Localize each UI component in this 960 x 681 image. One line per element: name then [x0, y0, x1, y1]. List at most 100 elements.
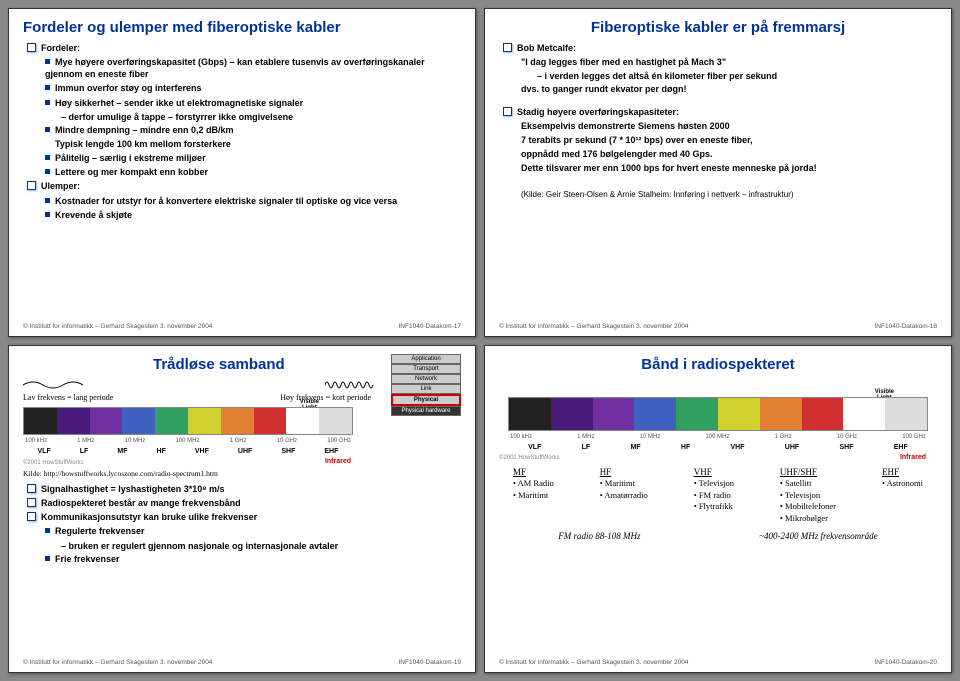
layer-network: Network [391, 374, 461, 384]
line: dvs. to ganger rundt ekvator per døgn! [521, 83, 937, 95]
sub: i verden legges det altså én kilometer f… [537, 70, 937, 82]
footer-left: Institutt for informatikk – Gerhard Skag… [499, 659, 688, 666]
col-mf: MF AM Radio Maritimt [513, 466, 554, 524]
bullet: Høy sikkerhet – sender ikke ut elektroma… [45, 97, 461, 109]
item: Satellitt [780, 478, 836, 489]
spectrum-band [760, 398, 802, 430]
footer-left: Institutt for informatikk – Gerhard Skag… [23, 659, 212, 666]
spectrum-band [676, 398, 718, 430]
band-label: UHF [785, 443, 799, 452]
band-label: VHF [731, 443, 745, 452]
slide-footer: Institutt for informatikk – Gerhard Skag… [499, 321, 937, 330]
band-label: VHF [195, 447, 209, 456]
bullet: Stadig høyere overføringskapasiteter: [503, 106, 937, 118]
high-freq-wave-icon [325, 379, 375, 391]
col-head: UHF/SHF [780, 466, 836, 478]
spectrum-band [254, 408, 287, 434]
item: Televisjon [694, 478, 734, 489]
spectrum-band [551, 398, 593, 430]
bullet-cont: Typisk lengde 100 km mellom forsterkere [55, 138, 461, 150]
spectrum-band [286, 408, 319, 434]
bullet: Immun overfor støy og interferens [45, 82, 461, 94]
spectrum-band [155, 408, 188, 434]
line: Dette tilsvarer mer enn 1000 bps for hve… [521, 162, 937, 174]
quote: "I dag legges fiber med en hastighet på … [521, 56, 937, 68]
col-hf: HF Maritimt Amatørradio [600, 466, 648, 524]
bullet: Bob Metcalfe: [503, 42, 937, 54]
band-label: LF [582, 443, 591, 452]
layer-hardware: Physical hardware [391, 406, 461, 416]
col-uhf: UHF/SHF Satellitt Televisjon Mobiltelefo… [780, 466, 836, 524]
spectrum-chart: Visible Light 100 kHz1 MHz10 MHz100 MHz1… [23, 407, 353, 457]
item: Astronomi [882, 478, 923, 489]
infrared-label: Infrared [900, 453, 926, 462]
freq-label: 1 GHz [230, 437, 247, 445]
freq-label: 10 GHz [837, 433, 857, 441]
spectrum-band [509, 398, 551, 430]
band-label: EHF [894, 443, 908, 452]
freq-label: 10 MHz [640, 433, 661, 441]
slide-19: Trådløse samband Application Transport N… [8, 345, 476, 674]
fm-note: FM radio 88-108 MHz [558, 530, 640, 542]
slide-content: Lav frekvens = lang periode Høy frekvens… [23, 379, 461, 658]
band-label: UHF [238, 447, 252, 456]
spectrum-band [24, 408, 57, 434]
slide-footer: Institutt for informatikk – Gerhard Skag… [499, 657, 937, 666]
freq-label: 100 MHz [175, 437, 199, 445]
freq-notes: FM radio 88-108 MHz ~400-2400 MHz frekve… [499, 530, 937, 542]
band-label: HF [681, 443, 690, 452]
spectrum-chart: Visible Light 100 kHz1 MHz10 MHz100 MHz1… [508, 397, 928, 453]
spectrum-band [634, 398, 676, 430]
freq-label: 10 GHz [277, 437, 297, 445]
freq-label: 100 kHz [25, 437, 47, 445]
item: Mikrobølger [780, 513, 836, 524]
item: Televisjon [780, 490, 836, 501]
howstuffworks-copyright: ©2001 HowStuffWorks [499, 454, 937, 462]
bullet: Pålitelig – særlig i ekstreme miljøer [45, 152, 461, 164]
freq-label: 1 MHz [577, 433, 594, 441]
spectrum-band [843, 398, 885, 430]
slide-18: Fiberoptiske kabler er på fremmarsj Bob … [484, 8, 952, 337]
bullet-ulemper: Ulemper: [27, 180, 461, 192]
slide-title: Bånd i radiospekteret [499, 356, 937, 373]
slide-17: Fordeler og ulemper med fiberoptiske kab… [8, 8, 476, 337]
slide-title: Fordeler og ulemper med fiberoptiske kab… [23, 19, 461, 36]
bullet: Lettere og mer kompakt enn kobber [45, 166, 461, 178]
bullet-fordeler: Fordeler: [27, 42, 461, 54]
slide-title: Fiberoptiske kabler er på fremmarsj [499, 19, 937, 36]
high-freq-label: Høy frekvens = kort periode [280, 393, 371, 404]
spectrum-band [90, 408, 123, 434]
band-label: SHF [839, 443, 853, 452]
col-ehf: EHF Astronomi [882, 466, 923, 524]
spectrum-band [221, 408, 254, 434]
infrared-label: Infrared [325, 457, 351, 466]
source-link: Kilde: http://howstuffworks.lycoszone.co… [23, 469, 461, 479]
line: Eksempelvis demonstrerte Siemens høsten … [521, 120, 937, 132]
footer-left: Institutt for informatikk – Gerhard Skag… [499, 323, 688, 330]
spectrum-band [188, 408, 221, 434]
bullet: Kommunikasjonsutstyr kan bruke ulike fre… [27, 511, 461, 523]
layer-transport: Transport [391, 364, 461, 374]
freq-label: 10 MHz [125, 437, 146, 445]
spectrum-band [885, 398, 927, 430]
spectrum-band [593, 398, 635, 430]
band-label: MF [631, 443, 641, 452]
slide-20: Bånd i radiospekteret Visible Light 100 … [484, 345, 952, 674]
band-label: HF [157, 447, 166, 456]
bullet: Mindre dempning – mindre enn 0,2 dB/km [45, 124, 461, 136]
footer-page: INF1040-Datakom-19 [399, 659, 462, 666]
bullet: Radiospekteret består av mange frekvensb… [27, 497, 461, 509]
item: AM Radio [513, 478, 554, 489]
osi-layers: Application Transport Network Link Physi… [391, 354, 461, 416]
col-head: EHF [882, 466, 923, 478]
slide-footer: Institutt for informatikk – Gerhard Skag… [23, 657, 461, 666]
howstuffworks-copyright: ©2001 HowStuffWorks [23, 459, 461, 467]
col-head: MF [513, 466, 554, 478]
freq-label: 1 MHz [77, 437, 94, 445]
spectrum-band [319, 408, 352, 434]
line: oppnådd med 176 bølgelengder med 40 Gps. [521, 148, 937, 160]
slide-content: Fordeler: Mye høyere overføringskapasite… [23, 42, 461, 321]
bullet: Frie frekvenser [45, 553, 461, 565]
band-label: VLF [528, 443, 541, 452]
sub-bullet: derfor umulige å tappe – forstyrrer ikke… [61, 111, 461, 123]
